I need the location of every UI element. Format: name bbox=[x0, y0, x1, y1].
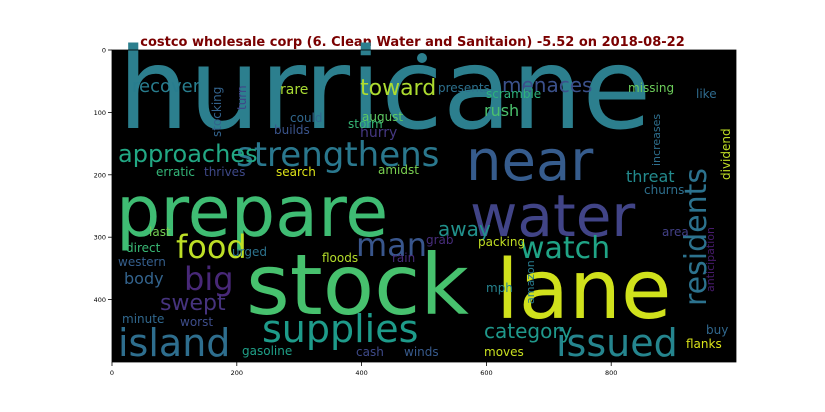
word-erratic: erratic bbox=[156, 165, 195, 179]
word-supplies: supplies bbox=[262, 307, 418, 351]
word-urged: urged bbox=[232, 245, 267, 259]
word-menaces: menaces bbox=[502, 73, 592, 97]
word-thrives: thrives bbox=[204, 165, 245, 179]
word-amazon: amazon bbox=[524, 260, 537, 304]
word-big: big bbox=[184, 260, 234, 298]
word-near: near bbox=[466, 129, 594, 194]
word-minute: minute bbox=[122, 312, 164, 326]
word-threat: threat bbox=[626, 167, 675, 186]
word-flanks: flanks bbox=[686, 337, 722, 351]
word-mph: mph bbox=[486, 281, 513, 295]
plot-frame bbox=[111, 49, 737, 363]
word-search: search bbox=[276, 165, 316, 179]
word-missing: missing bbox=[628, 81, 674, 95]
word-stock: stock bbox=[246, 236, 469, 334]
word-anticipation: anticipation bbox=[704, 227, 717, 292]
word-moves: moves bbox=[484, 345, 524, 359]
word-cash: cash bbox=[356, 345, 384, 359]
word-scramble: scramble bbox=[486, 87, 541, 101]
y-tick-label: 400 bbox=[94, 296, 106, 304]
word-residents: residents bbox=[679, 168, 714, 306]
word-hurry: hurry bbox=[360, 125, 397, 141]
word-lane: lane bbox=[496, 243, 671, 338]
word-approaches: approaches bbox=[118, 140, 258, 168]
x-tick-label: 0 bbox=[110, 369, 114, 377]
word-category: category bbox=[484, 319, 573, 343]
word-packing: packing bbox=[478, 235, 525, 249]
word-rush: rush bbox=[484, 101, 519, 120]
word-recover: recover bbox=[132, 76, 201, 97]
word-food: food bbox=[176, 228, 247, 266]
word-winds: winds bbox=[404, 345, 439, 359]
word-toward: toward bbox=[360, 76, 436, 101]
word-body: body bbox=[124, 269, 164, 288]
word-swept: swept bbox=[160, 291, 226, 316]
word-gasoline: gasoline bbox=[242, 344, 292, 358]
word-strengthens: strengthens bbox=[236, 135, 439, 175]
word-presents: presents bbox=[438, 81, 490, 95]
word-grab: grab bbox=[426, 233, 454, 247]
word-man: man bbox=[356, 226, 427, 264]
word-stocking: stocking bbox=[210, 87, 224, 137]
word-dividend: dividend bbox=[719, 128, 733, 180]
word-away: away bbox=[438, 217, 491, 241]
word-builds: builds bbox=[274, 123, 310, 137]
word-amidst: amidst bbox=[378, 163, 419, 177]
word-prepare: prepare bbox=[116, 171, 388, 253]
y-tick-label: 300 bbox=[94, 234, 106, 242]
word-increases: increases bbox=[650, 114, 663, 166]
word-rain: rain bbox=[392, 251, 415, 265]
word-last: last bbox=[149, 225, 171, 239]
word-worst: worst bbox=[180, 315, 213, 329]
x-tick-label: 200 bbox=[231, 369, 243, 377]
x-tick-label: 400 bbox=[355, 369, 367, 377]
word-rare: rare bbox=[280, 82, 308, 98]
word-island: island bbox=[118, 321, 230, 365]
word-storm: storm bbox=[348, 117, 383, 131]
word-issued: issued bbox=[556, 321, 678, 365]
x-tick-label: 600 bbox=[480, 369, 492, 377]
word-water: water bbox=[470, 182, 635, 250]
word-hurricane: hurricane bbox=[118, 25, 651, 155]
word-dot bbox=[417, 53, 427, 63]
x-tick-label: 800 bbox=[605, 369, 617, 377]
word-august: august bbox=[362, 110, 403, 124]
word-floods: floods bbox=[322, 251, 358, 265]
word-watch: watch bbox=[520, 231, 610, 266]
chart-title: costco wholesale corp (6. Clean Water an… bbox=[140, 35, 685, 50]
word-could: could bbox=[290, 111, 323, 125]
plot-background bbox=[112, 50, 736, 362]
word-turn: turn bbox=[235, 85, 249, 110]
word-western: western bbox=[118, 255, 166, 269]
y-tick-label: 100 bbox=[94, 109, 106, 117]
word-area: area bbox=[662, 225, 689, 239]
word-like: like bbox=[696, 87, 717, 101]
word-buy: buy bbox=[706, 323, 728, 337]
word-churns: churns bbox=[644, 183, 684, 197]
y-tick-label: 0 bbox=[102, 47, 106, 55]
word-direct: direct bbox=[126, 241, 161, 255]
y-tick-label: 200 bbox=[94, 171, 106, 179]
